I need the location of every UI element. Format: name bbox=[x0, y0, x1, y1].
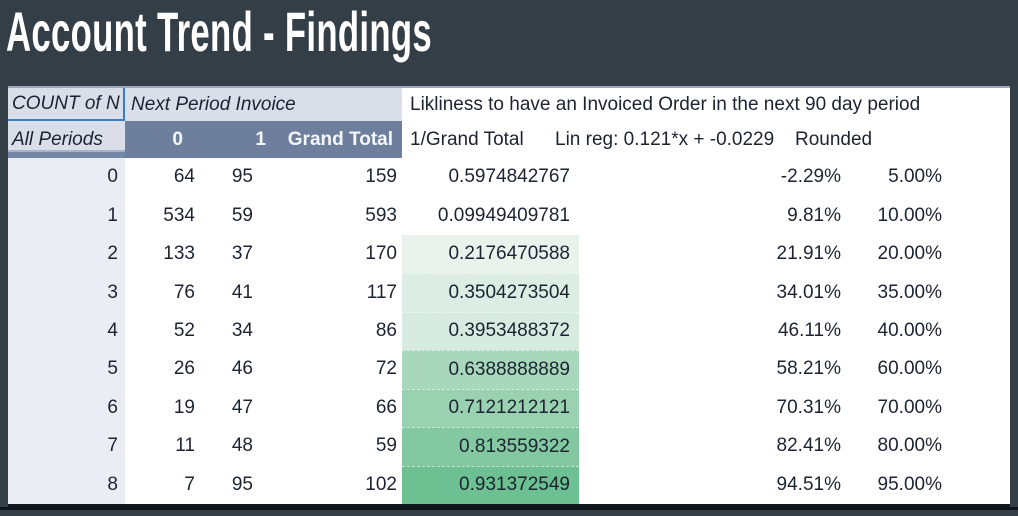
cell-ratio: 0.931372549 bbox=[402, 465, 579, 504]
cell-rounded: 80.00% bbox=[877, 435, 942, 457]
cell-grand-total: 72 bbox=[375, 358, 397, 380]
table-row: 7 11 48 59 0.813559322 82.41% 80.00% bbox=[8, 427, 1010, 466]
table-row: 6 19 47 66 0.7121212121 70.31% 70.00% bbox=[8, 388, 1010, 428]
cell-rounded: 60.00% bbox=[877, 358, 942, 380]
cell-grand-total: 593 bbox=[365, 204, 397, 226]
cell-period: 2 bbox=[8, 234, 125, 274]
cell-count-1: 95 bbox=[231, 473, 253, 495]
table-row: 8 7 95 102 0.931372549 94.51% 95.00% bbox=[8, 465, 1010, 504]
row-group-label: All Periods bbox=[8, 121, 125, 158]
cell-period: 3 bbox=[8, 273, 125, 312]
cell-linreg: 70.31% bbox=[776, 396, 841, 418]
likeliness-header: Likliness to have an Invoiced Order in t… bbox=[402, 88, 1010, 121]
cell-count-1: 37 bbox=[231, 243, 253, 265]
table-row: 3 76 41 117 0.3504273504 34.01% 35.00% bbox=[8, 273, 1010, 312]
cell-period: 6 bbox=[8, 388, 125, 428]
cell-ratio: 0.6388888889 bbox=[402, 350, 579, 389]
cell-grand-total: 86 bbox=[375, 319, 397, 341]
cell-count-1: 48 bbox=[231, 435, 253, 457]
cell-linreg: 46.11% bbox=[777, 319, 841, 341]
cell-ratio: 0.7121212121 bbox=[402, 388, 579, 428]
cell-count-0: 534 bbox=[163, 204, 195, 226]
table-body: 0 64 95 159 0.5974842767 -2.29% 5.00% 1 … bbox=[8, 158, 1010, 504]
slide-bottom-divider bbox=[0, 507, 1018, 510]
cell-linreg: 82.41% bbox=[776, 435, 841, 457]
col-header-grand-total: Grand Total bbox=[287, 128, 393, 150]
table-row: 0 64 95 159 0.5974842767 -2.29% 5.00% bbox=[8, 158, 1010, 197]
cell-rounded: 10.00% bbox=[877, 204, 942, 226]
cell-period: 5 bbox=[8, 350, 125, 389]
cell-count-0: 11 bbox=[175, 435, 195, 457]
header-row-1: COUNT of N Next Period Invoice Likliness… bbox=[8, 88, 1010, 121]
cell-count-1: 46 bbox=[231, 358, 253, 380]
cell-period: 8 bbox=[8, 465, 125, 504]
table-row: 4 52 34 86 0.3953488372 46.11% 40.00% bbox=[8, 311, 1010, 351]
header-row-2: All Periods 0 1 Grand Total 1/Grand Tota… bbox=[8, 121, 1010, 158]
cell-period: 4 bbox=[8, 311, 125, 351]
cell-period: 7 bbox=[8, 427, 125, 466]
col-header-linreg: Lin reg: 0.121*x + -0.0229 bbox=[555, 128, 775, 150]
cell-period: 0 bbox=[8, 158, 125, 197]
col-header-rounded: Rounded bbox=[795, 128, 873, 150]
cell-rounded: 70.00% bbox=[877, 396, 942, 418]
table-row: 1 534 59 593 0.09949409781 9.81% 10.00% bbox=[8, 196, 1010, 235]
cell-count-0: 7 bbox=[184, 473, 195, 495]
cell-grand-total: 117 bbox=[366, 281, 397, 303]
cell-rounded: 95.00% bbox=[877, 473, 942, 495]
cell-count-1: 41 bbox=[231, 281, 253, 303]
cell-grand-total: 102 bbox=[365, 473, 397, 495]
cell-ratio: 0.3504273504 bbox=[402, 273, 579, 312]
cell-linreg: 94.51% bbox=[776, 473, 841, 495]
cell-count-1: 47 bbox=[231, 396, 253, 418]
slide-title: Account Trend - Findings bbox=[6, 0, 432, 63]
col-header-1: 1 bbox=[255, 128, 266, 150]
cell-count-1: 34 bbox=[231, 319, 253, 341]
pivot-table: COUNT of N Next Period Invoice Likliness… bbox=[8, 86, 1010, 507]
cell-grand-total: 66 bbox=[375, 396, 397, 418]
cell-ratio: 0.5974842767 bbox=[402, 158, 579, 197]
cell-count-0: 64 bbox=[173, 166, 195, 188]
cell-ratio: 0.09949409781 bbox=[402, 196, 579, 235]
cell-count-1: 95 bbox=[231, 166, 253, 188]
cell-grand-total: 159 bbox=[365, 166, 397, 188]
cell-grand-total: 170 bbox=[365, 243, 397, 265]
cell-linreg: 58.21% bbox=[776, 358, 841, 380]
cell-ratio: 0.813559322 bbox=[402, 427, 579, 466]
table-row: 5 26 46 72 0.6388888889 58.21% 60.00% bbox=[8, 350, 1010, 389]
cell-grand-total: 59 bbox=[375, 435, 397, 457]
cell-linreg: 9.81% bbox=[787, 204, 841, 226]
cell-rounded: 35.00% bbox=[877, 281, 942, 303]
cell-count-0: 133 bbox=[163, 243, 195, 265]
cell-count-0: 76 bbox=[173, 281, 195, 303]
cell-linreg: -2.29% bbox=[780, 166, 841, 188]
col-header-ratio: 1/Grand Total bbox=[410, 128, 524, 150]
cell-ratio: 0.2176470588 bbox=[402, 234, 579, 274]
cell-period: 1 bbox=[8, 196, 125, 235]
pivot-column-headers: 0 1 Grand Total bbox=[125, 121, 402, 158]
pivot-corner-cell: COUNT of N bbox=[8, 88, 125, 121]
cell-linreg: 21.91% bbox=[776, 243, 841, 265]
table-row: 2 133 37 170 0.2176470588 21.91% 20.00% bbox=[8, 234, 1010, 274]
cell-count-0: 19 bbox=[173, 396, 195, 418]
col-header-0: 0 bbox=[172, 128, 183, 150]
cell-rounded: 5.00% bbox=[888, 166, 942, 188]
cell-count-0: 52 bbox=[173, 319, 195, 341]
cell-count-1: 59 bbox=[231, 204, 253, 226]
cell-rounded: 40.00% bbox=[877, 319, 942, 341]
cell-linreg: 34.01% bbox=[776, 281, 841, 303]
cell-rounded: 20.00% bbox=[877, 243, 942, 265]
cell-count-0: 26 bbox=[173, 358, 195, 380]
column-group-header: Next Period Invoice bbox=[125, 88, 402, 121]
cell-ratio: 0.3953488372 bbox=[402, 311, 579, 351]
